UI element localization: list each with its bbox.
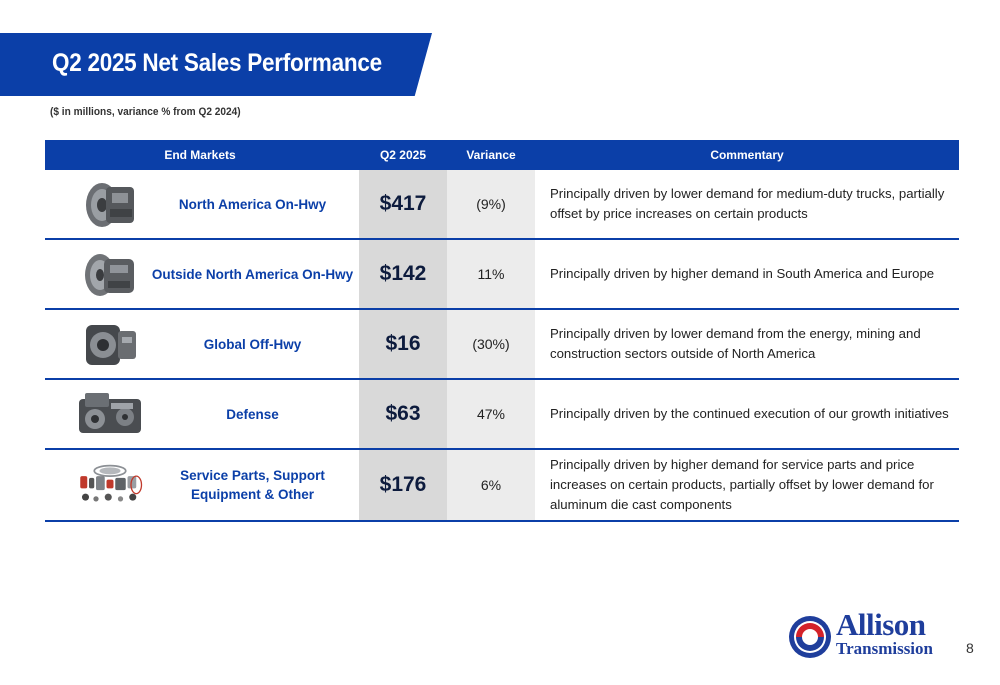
table-row: Service Parts, Support Equipment & Other… xyxy=(45,450,959,522)
market-name: Global Off-Hwy xyxy=(203,336,302,352)
header-q2: Q2 2025 xyxy=(379,148,427,162)
q2-value: $176 xyxy=(359,450,447,520)
allison-logo: Allison Transmission xyxy=(788,607,958,664)
variance-value: 11% xyxy=(447,240,535,308)
allison-emblem-icon xyxy=(789,616,831,658)
commentary-text: Principally driven by lower demand for m… xyxy=(550,186,945,221)
net-sales-table: End Markets Q2 2025 Variance Commentary … xyxy=(45,140,959,522)
commentary-text: Principally driven by higher demand in S… xyxy=(550,266,935,281)
commentary-text: Principally driven by the continued exec… xyxy=(550,406,949,421)
header-end-markets: End Markets xyxy=(164,148,236,162)
variance-value: 6% xyxy=(447,450,535,520)
title-banner xyxy=(0,33,432,96)
table-header: End Markets Q2 2025 Variance Commentary xyxy=(45,140,959,170)
q2-value: $417 xyxy=(359,170,447,238)
q2-value: $63 xyxy=(359,380,447,448)
variance-value: (30%) xyxy=(447,310,535,378)
table-row: Defense $63 47% Principally driven by th… xyxy=(45,380,959,450)
header-variance: Variance xyxy=(466,148,516,162)
page-title: Q2 2025 Net Sales Performance xyxy=(52,49,382,77)
page-number: 8 xyxy=(966,640,974,656)
logo-allison-text: Allison xyxy=(836,607,926,642)
offhwy-transmission-icon xyxy=(75,314,145,374)
market-name: Service Parts, Support Equipment & Other xyxy=(180,468,325,502)
defense-transmission-icon xyxy=(75,384,145,444)
commentary-text: Principally driven by higher demand for … xyxy=(550,457,934,512)
market-name: Defense xyxy=(226,406,279,422)
commentary-text: Principally driven by lower demand from … xyxy=(550,326,921,361)
variance-value: 47% xyxy=(447,380,535,448)
q2-value: $142 xyxy=(359,240,447,308)
header-commentary: Commentary xyxy=(710,148,784,162)
service-parts-icon xyxy=(75,454,145,514)
logo-transmission-text: Transmission xyxy=(836,639,933,658)
market-name: North America On-Hwy xyxy=(178,196,327,212)
table-row: Global Off-Hwy $16 (30%) Principally dri… xyxy=(45,310,959,380)
q2-value: $16 xyxy=(359,310,447,378)
transmission-icon xyxy=(75,174,145,234)
transmission-icon xyxy=(75,244,145,304)
variance-value: (9%) xyxy=(447,170,535,238)
market-name: Outside North America On-Hwy xyxy=(151,266,354,282)
table-row: North America On-Hwy $417 (9%) Principal… xyxy=(45,170,959,240)
page-subtitle: ($ in millions, variance % from Q2 2024) xyxy=(50,106,241,118)
table-row: Outside North America On-Hwy $142 11% Pr… xyxy=(45,240,959,310)
